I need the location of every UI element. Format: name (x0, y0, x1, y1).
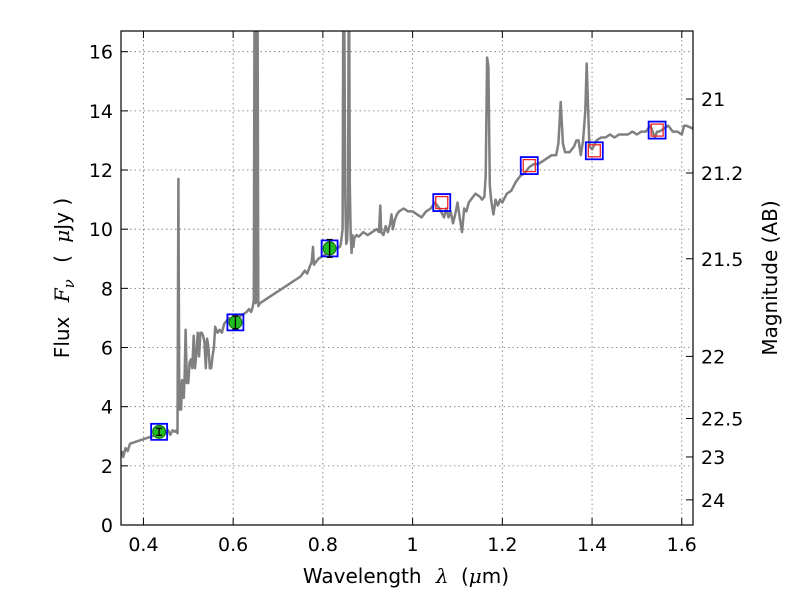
y-tick-label: 8 (101, 278, 113, 300)
x-tick-label: 1 (407, 534, 419, 556)
y-tick-label: 4 (101, 397, 113, 419)
y-tick-label: 6 (101, 338, 113, 360)
y2-tick-label: 22.5 (701, 409, 743, 431)
model-spectrum-line (121, 31, 693, 459)
y2-tick-label: 22 (701, 346, 725, 368)
x-tick-label: 0.8 (308, 534, 338, 556)
y-tick-label: 2 (101, 456, 113, 478)
y-tick-label: 0 (101, 515, 113, 537)
x-tick-label: 1.2 (487, 534, 517, 556)
model-point (650, 123, 664, 137)
y2-tick-label: 23 (701, 447, 725, 469)
x-tick-label: 1.4 (577, 534, 607, 556)
y-tick-label: 14 (89, 101, 113, 123)
axis-ticks: 0.4 0.6 0.8 1 1.2 1.4 1.602468101214162121.221… (89, 31, 743, 556)
y2-tick-label: 21.2 (701, 163, 743, 185)
y2-axis-title: Magnitude (AB) (758, 200, 782, 355)
x-tick-label: 0.4 (128, 534, 158, 556)
x-tick-label: 0.6 (218, 534, 248, 556)
x-axis-title: Wavelength λ (μm) (303, 564, 509, 588)
observed-point-box (226, 313, 245, 332)
model-point (435, 195, 449, 210)
y-tick-label: 10 (89, 219, 113, 241)
model-point-box (519, 156, 539, 175)
model-point-box (647, 120, 667, 140)
plot-frame (120, 30, 694, 526)
y-tick-label: 12 (89, 160, 113, 182)
x-tick-label: 1.6 (667, 534, 697, 556)
y-axis-title: Flux Fν ( μJy ) (50, 198, 79, 358)
model-point (522, 158, 536, 173)
model-point-box (432, 193, 452, 212)
y2-tick-label: 24 (701, 490, 725, 512)
y-tick-label: 16 (89, 42, 113, 64)
photometry-markers (150, 120, 667, 441)
y2-tick-label: 21 (701, 89, 725, 111)
y2-tick-label: 21.5 (701, 249, 743, 271)
model-point-box (584, 141, 604, 161)
observed-point-box (150, 422, 169, 441)
model-point (587, 144, 601, 158)
